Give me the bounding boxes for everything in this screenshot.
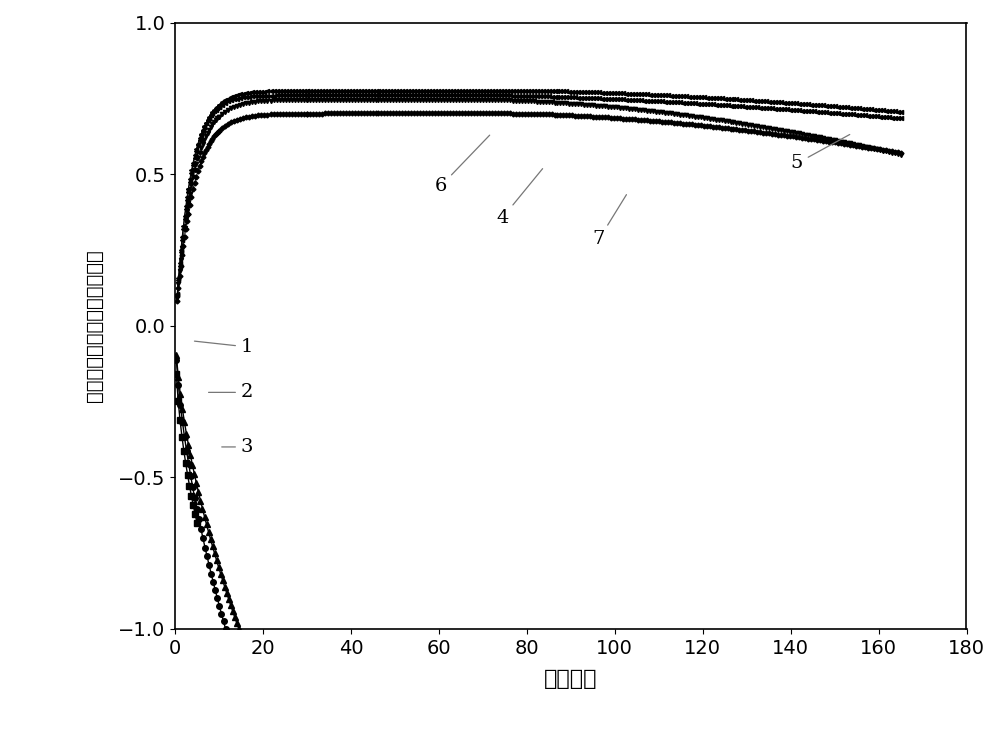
Y-axis label: 重量变化（毫克每平方厘米）: 重量变化（毫克每平方厘米）: [85, 249, 104, 402]
Text: 3: 3: [222, 438, 253, 456]
Text: 6: 6: [434, 135, 490, 195]
Text: 4: 4: [496, 169, 543, 227]
Text: 7: 7: [593, 195, 626, 248]
X-axis label: 循环次数: 循环次数: [544, 668, 597, 689]
Text: 5: 5: [791, 134, 850, 172]
Text: 2: 2: [209, 383, 253, 402]
Text: 1: 1: [194, 338, 253, 356]
